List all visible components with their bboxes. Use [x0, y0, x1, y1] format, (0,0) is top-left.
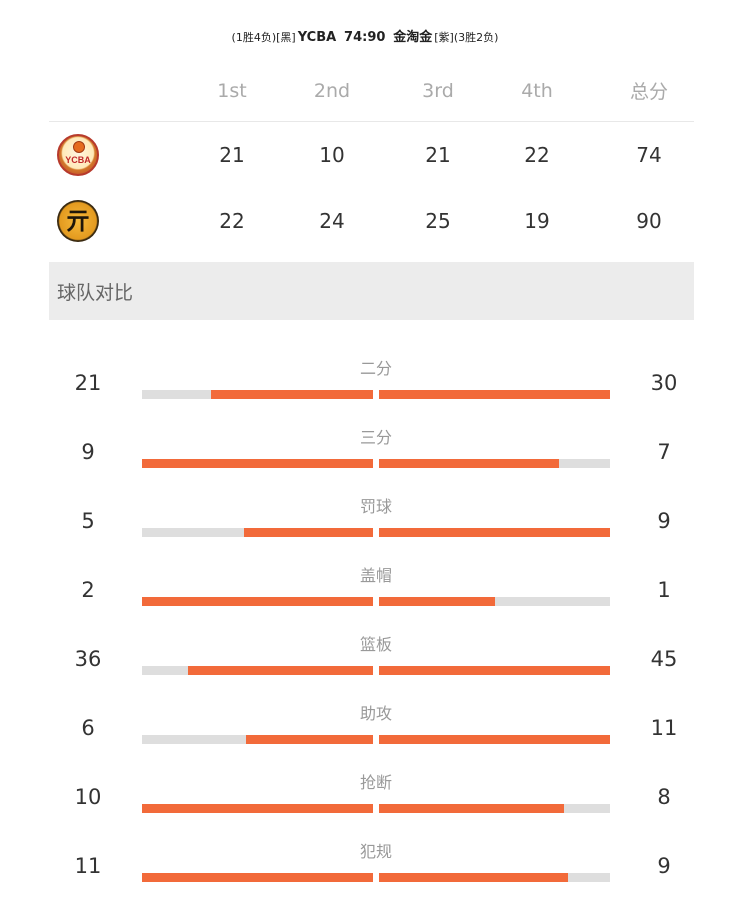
stat-away-bar-fill — [379, 459, 560, 468]
home-color: [黑] — [276, 31, 296, 44]
stat-home-value: 5 — [81, 509, 95, 533]
home-team-name: YCBA — [297, 30, 337, 45]
stat-home-bar — [142, 735, 373, 744]
basketball-icon — [73, 141, 85, 153]
scoreboard-row-away: 亓 22 24 25 19 90 — [49, 188, 694, 254]
stat-away-bar — [379, 459, 610, 468]
stat-home-bar-fill — [142, 873, 373, 882]
away-q4: 19 — [524, 209, 550, 233]
ycba-logo-text: YCBA — [65, 155, 91, 165]
stat-away-value: 1 — [657, 578, 671, 602]
scoreboard-header: 1st 2nd 3rd 4th 总分 — [49, 60, 694, 122]
away-q3: 25 — [425, 209, 451, 233]
stat-away-bar — [379, 804, 610, 813]
stat-home-value: 6 — [81, 716, 95, 740]
stat-home-value: 10 — [74, 785, 102, 809]
stat-away-bar-fill — [379, 597, 495, 606]
stat-home-bar — [142, 597, 373, 606]
header-q1: 1st — [217, 79, 247, 102]
away-total: 90 — [636, 209, 662, 233]
section-title: 球队对比 — [57, 281, 134, 304]
stat-row: 抢断 10 8 — [0, 759, 730, 828]
stat-away-bar — [379, 528, 610, 537]
match-title: (1胜4负)[黑] YCBA 74:90 金淘金 [紫](3胜2负) — [0, 26, 730, 45]
stat-home-bar-fill — [142, 804, 373, 813]
home-q4: 22 — [524, 143, 550, 167]
stat-home-value: 2 — [81, 578, 95, 602]
stat-row: 犯规 11 9 — [0, 828, 730, 897]
stat-row: 盖帽 2 1 — [0, 552, 730, 621]
stat-away-bar — [379, 597, 610, 606]
away-team-name: 金淘金 — [393, 30, 433, 45]
stat-home-value: 21 — [74, 371, 102, 395]
stat-away-value: 8 — [657, 785, 671, 809]
stat-away-bar-fill — [379, 390, 610, 399]
stat-home-bar-fill — [243, 528, 373, 537]
header-q3: 3rd — [422, 79, 454, 102]
stat-label: 三分 — [359, 428, 392, 447]
header-q4: 4th — [521, 79, 553, 102]
stat-home-value: 36 — [74, 647, 102, 671]
stat-away-bar-fill — [379, 666, 610, 675]
header-total: 总分 — [629, 81, 668, 103]
jintaojin-logo-icon[interactable]: 亓 — [57, 200, 99, 242]
home-total: 74 — [636, 143, 662, 167]
home-record: (1胜4负) — [231, 31, 277, 44]
stat-label: 犯规 — [359, 842, 392, 861]
stat-label: 二分 — [359, 359, 392, 378]
stat-row: 二分 21 30 — [0, 345, 730, 414]
stat-away-bar-fill — [379, 873, 569, 882]
stat-home-bar-fill — [142, 597, 373, 606]
stat-label: 抢断 — [359, 773, 392, 792]
stat-away-value: 30 — [650, 371, 678, 395]
ycba-logo-icon[interactable]: YCBA — [57, 134, 99, 176]
away-q1: 22 — [219, 209, 245, 233]
scoreboard-row-home: YCBA 21 10 21 22 74 — [49, 122, 694, 188]
jintaojin-logo-mark: 亓 — [66, 206, 90, 235]
stat-home-bar — [142, 804, 373, 813]
header-q2: 2nd — [313, 79, 351, 102]
stat-label: 篮板 — [359, 635, 392, 654]
stat-away-bar-fill — [379, 804, 564, 813]
stat-home-bar-fill — [245, 735, 373, 744]
stat-label: 助攻 — [359, 704, 392, 723]
stat-away-bar — [379, 390, 610, 399]
stat-home-bar — [142, 459, 373, 468]
stat-home-bar — [142, 666, 373, 675]
away-color: [紫] — [434, 31, 454, 44]
stat-row: 罚球 5 9 — [0, 483, 730, 552]
stat-away-bar — [379, 873, 610, 882]
section-header-team-comparison: 球队对比 — [49, 262, 694, 320]
stat-label: 罚球 — [359, 497, 392, 516]
home-q2: 10 — [319, 143, 345, 167]
stat-away-value: 9 — [657, 854, 671, 878]
stat-home-bar-fill — [142, 459, 373, 468]
stat-row: 助攻 6 11 — [0, 690, 730, 759]
stat-away-bar-fill — [379, 735, 610, 744]
home-q1: 21 — [219, 143, 245, 167]
away-record: (3胜2负) — [453, 31, 499, 44]
stat-home-bar-fill — [188, 666, 373, 675]
scoreboard-table: 1st 2nd 3rd 4th 总分 YCBA 21 10 21 22 74 亓… — [49, 60, 694, 254]
stat-away-bar — [379, 735, 610, 744]
stat-row: 篮板 36 45 — [0, 621, 730, 690]
stat-row: 三分 9 7 — [0, 414, 730, 483]
stat-home-value: 11 — [74, 854, 102, 878]
stat-home-bar — [142, 873, 373, 882]
stat-away-bar-fill — [379, 528, 610, 537]
stat-home-bar — [142, 390, 373, 399]
stat-home-bar-fill — [211, 390, 373, 399]
stat-away-value: 9 — [657, 509, 671, 533]
stat-home-bar — [142, 528, 373, 537]
stat-away-bar — [379, 666, 610, 675]
stat-away-value: 11 — [650, 716, 678, 740]
stat-home-value: 9 — [81, 440, 95, 464]
stat-label: 盖帽 — [359, 566, 392, 585]
home-q3: 21 — [425, 143, 451, 167]
match-score: 74:90 — [344, 30, 386, 45]
away-q2: 24 — [319, 209, 345, 233]
stat-away-value: 7 — [657, 440, 671, 464]
stat-away-value: 45 — [650, 647, 678, 671]
